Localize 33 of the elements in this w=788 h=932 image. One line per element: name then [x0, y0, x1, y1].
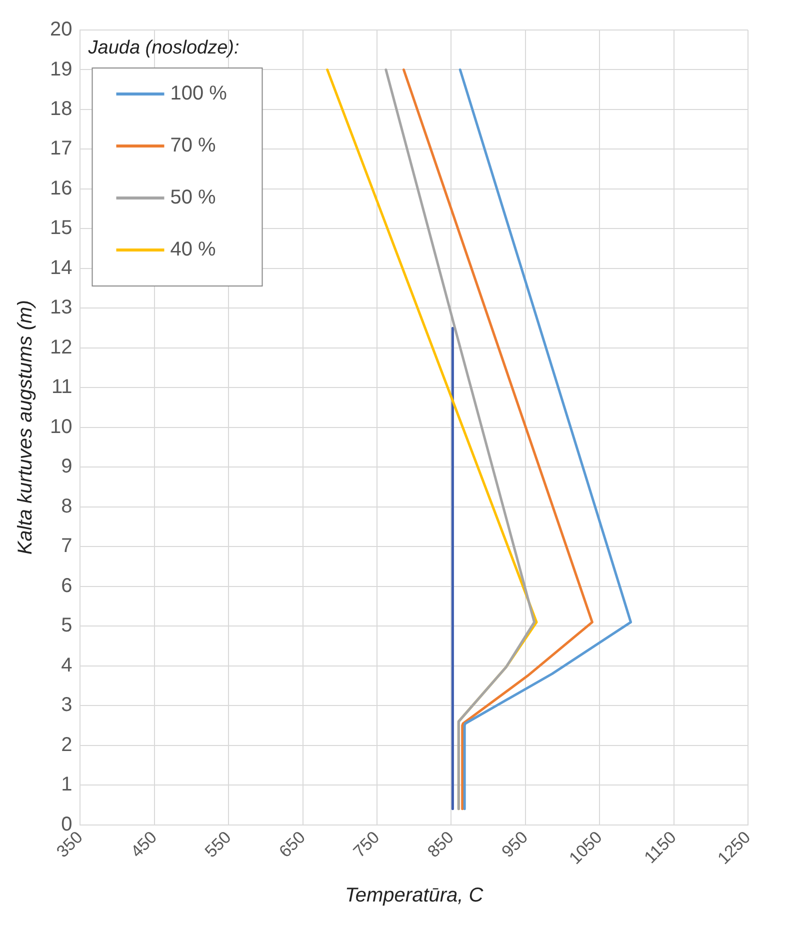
- legend-label: 70 %: [170, 134, 216, 157]
- x-tick-label: 450: [127, 828, 161, 862]
- y-tick-label: 19: [50, 58, 72, 80]
- y-tick-label: 15: [50, 217, 72, 240]
- y-tick-label: 1: [61, 774, 72, 796]
- y-tick-label: 16: [50, 177, 72, 200]
- y-tick-label: 20: [50, 18, 72, 41]
- y-tick-label: 10: [50, 416, 72, 438]
- y-tick-label: 9: [61, 456, 72, 478]
- legend-label: 50 %: [170, 186, 216, 209]
- y-tick-label: 17: [50, 138, 72, 160]
- y-tick-label: 3: [61, 694, 72, 716]
- x-tick-label: 550: [201, 828, 235, 862]
- x-axis-title: Temperatūra, C: [345, 884, 484, 907]
- legend-title: Jauda (noslodze):: [87, 37, 240, 58]
- y-tick-label: 6: [61, 574, 72, 597]
- x-tick-label: 950: [498, 828, 532, 862]
- y-tick-label: 4: [61, 654, 72, 676]
- y-tick-label: 13: [50, 296, 72, 319]
- legend-label: 40 %: [170, 238, 216, 261]
- legend-label: 100 %: [170, 82, 228, 105]
- y-tick-label: 5: [61, 614, 72, 637]
- x-tick-label: 850: [424, 828, 458, 862]
- x-tick-label: 650: [275, 828, 309, 862]
- y-tick-label: 11: [51, 376, 72, 398]
- y-tick-label: 18: [50, 98, 72, 120]
- y-tick-label: 2: [61, 734, 72, 756]
- y-tick-label: 8: [61, 495, 72, 518]
- y-axis-title: Kalta kurtuves augstums (m): [14, 300, 37, 555]
- y-tick-label: 12: [50, 336, 72, 358]
- y-tick-label: 14: [50, 256, 72, 279]
- y-tick-label: 7: [61, 535, 72, 558]
- x-tick-label: 750: [350, 828, 384, 862]
